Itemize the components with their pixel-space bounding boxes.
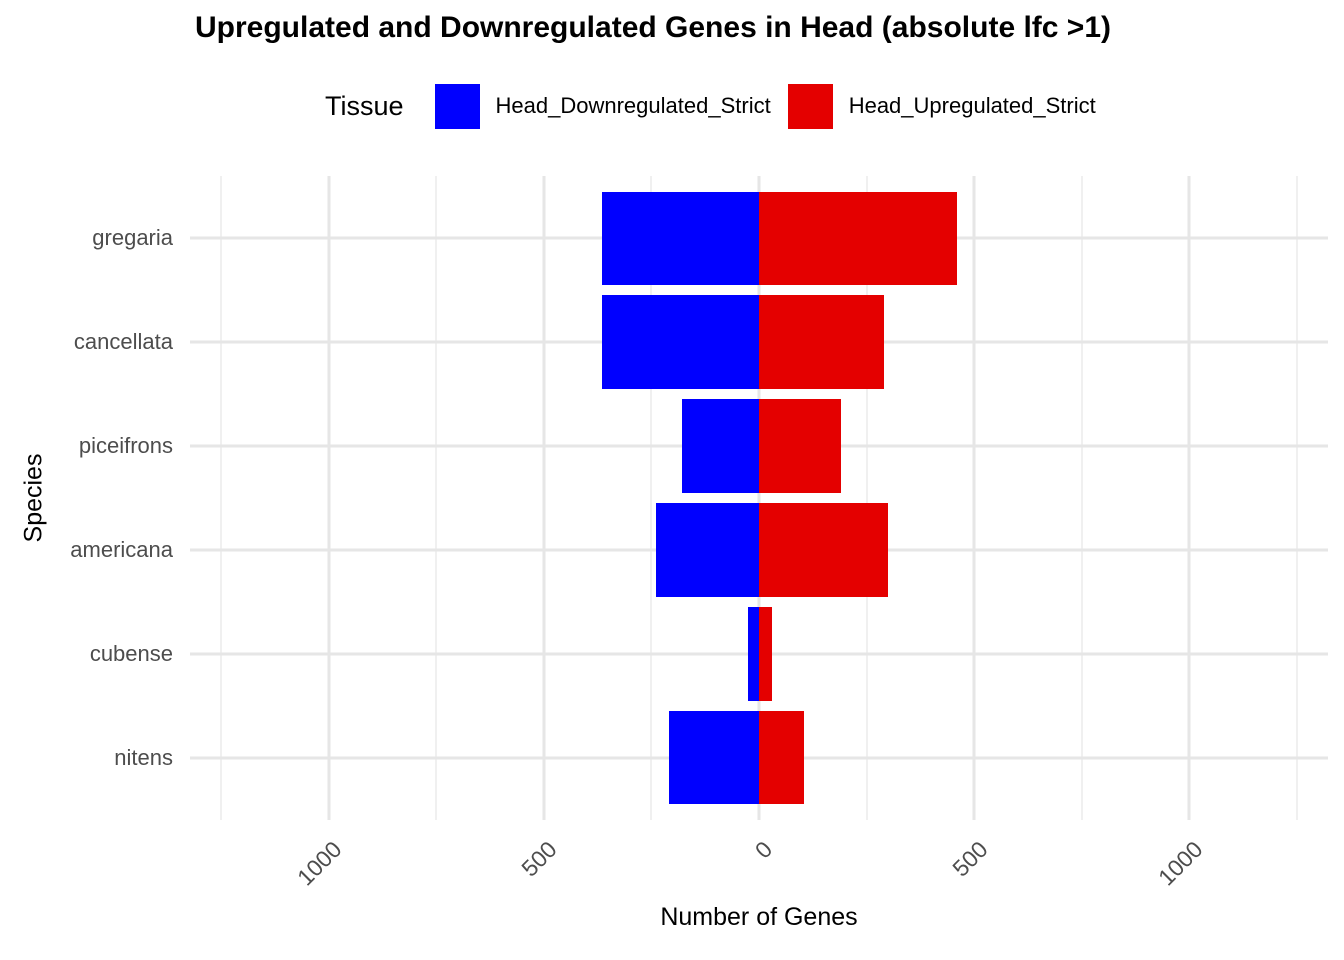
gridline-vertical-major xyxy=(972,176,976,820)
y-axis-labels: gregaria cancellata piceifrons americana cub… xyxy=(0,176,173,820)
bar-piceifrons-downregulated xyxy=(681,399,759,493)
x-tick-label: 1000 xyxy=(1153,836,1208,891)
bar-cubense-downregulated xyxy=(748,607,759,701)
gridline-vertical-minor xyxy=(1080,176,1083,820)
bar-americana-upregulated xyxy=(759,503,889,597)
bar-gregaria-upregulated xyxy=(759,191,957,286)
gridline-vertical-major xyxy=(327,176,331,820)
gridline-vertical-major xyxy=(757,176,761,820)
y-label-cancellata: cancellata xyxy=(73,329,173,355)
legend-label-Head_Downregulated_Strict: Head_Downregulated_Strict xyxy=(495,93,771,118)
y-label-nitens: nitens xyxy=(114,744,173,770)
x-tick-label: 1000 xyxy=(292,836,347,891)
chart-title: Upregulated and Downregulated Genes in H… xyxy=(195,11,1111,44)
x-tick-label: 500 xyxy=(947,836,993,882)
bar-nitens-upregulated xyxy=(759,710,805,805)
legend-title: Tissue xyxy=(325,90,404,121)
legend-label-Head_Upregulated_Strict: Head_Upregulated_Strict xyxy=(848,93,1096,118)
x-axis-title: Number of Genes xyxy=(660,903,858,931)
y-axis-title-text: Species xyxy=(19,453,48,543)
plot-panel xyxy=(190,176,1328,820)
bar-cancellata-downregulated xyxy=(601,295,759,389)
legend-item-Head_Downregulated_Strict: Head_Downregulated_Strict xyxy=(434,83,771,129)
legend: Tissue Head_Downregulated_Strict Head_Upr… xyxy=(325,83,1096,129)
bar-piceifrons-upregulated xyxy=(759,399,841,493)
gridline-vertical-minor xyxy=(865,176,868,820)
gridline-vertical-minor xyxy=(650,176,653,820)
y-label-gregaria: gregaria xyxy=(92,225,173,251)
bar-cubense-upregulated xyxy=(759,607,772,701)
bar-gregaria-downregulated xyxy=(601,191,759,286)
gridline-vertical-major xyxy=(1187,176,1191,820)
x-tick-label: 500 xyxy=(516,836,563,882)
legend-swatch-Head_Downregulated_Strict xyxy=(434,83,480,129)
gridline-vertical-minor xyxy=(219,176,222,820)
x-tick-label: 0 xyxy=(749,836,778,864)
gridline-vertical-major xyxy=(542,176,546,820)
gridline-vertical-minor xyxy=(435,176,438,820)
y-label-piceifrons: piceifrons xyxy=(78,433,173,459)
gridline-vertical-minor xyxy=(1296,176,1298,820)
y-label-americana: americana xyxy=(70,536,173,562)
bar-nitens-downregulated xyxy=(668,710,759,805)
y-label-cubense: cubense xyxy=(89,640,173,666)
legend-swatch-Head_Upregulated_Strict xyxy=(787,83,833,129)
bar-cancellata-upregulated xyxy=(759,295,884,389)
bar-americana-downregulated xyxy=(655,503,759,597)
legend-item-Head_Upregulated_Strict: Head_Upregulated_Strict xyxy=(787,83,1096,129)
